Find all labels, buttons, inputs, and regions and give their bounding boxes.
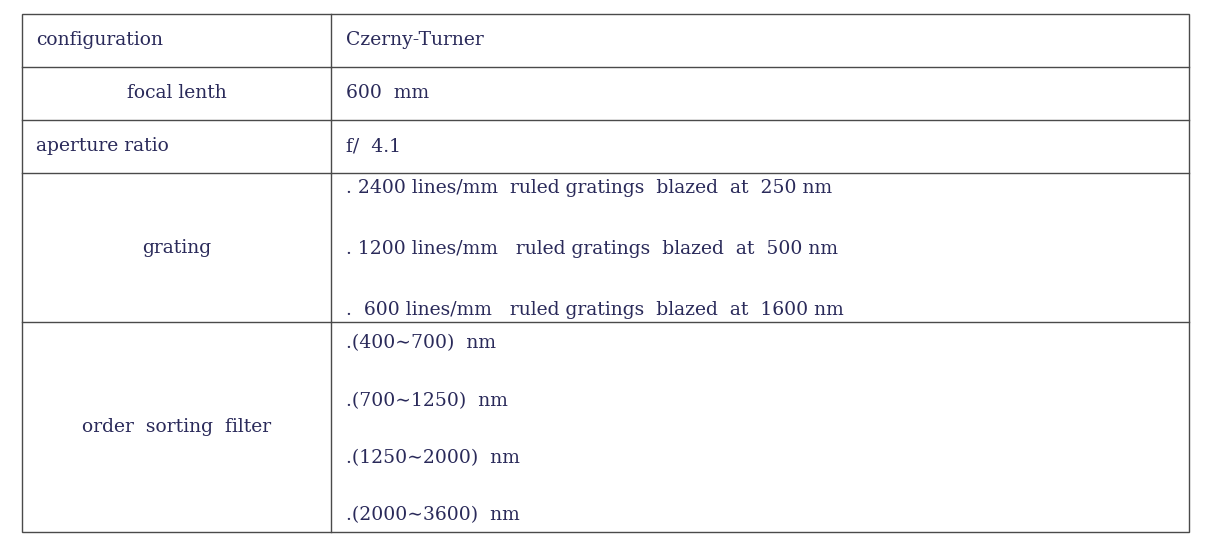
Text: .(700∼1250)  nm: .(700∼1250) nm — [345, 392, 507, 410]
Text: f/  4.1: f/ 4.1 — [345, 138, 401, 156]
Text: .(400∼700)  nm: .(400∼700) nm — [345, 335, 495, 353]
Text: configuration: configuration — [36, 31, 163, 49]
Text: aperture ratio: aperture ratio — [36, 138, 170, 156]
Text: 600  mm: 600 mm — [345, 84, 429, 102]
Text: grating: grating — [142, 239, 211, 257]
Text: .  600 lines/mm   ruled gratings  blazed  at  1600 nm: . 600 lines/mm ruled gratings blazed at … — [345, 301, 843, 319]
Text: focal lenth: focal lenth — [127, 84, 226, 102]
Text: Czerny-Turner: Czerny-Turner — [345, 31, 483, 49]
Text: .(2000∼3600)  nm: .(2000∼3600) nm — [345, 507, 520, 525]
Text: . 1200 lines/mm   ruled gratings  blazed  at  500 nm: . 1200 lines/mm ruled gratings blazed at… — [345, 240, 838, 258]
Text: order  sorting  filter: order sorting filter — [82, 418, 271, 436]
Text: . 2400 lines/mm  ruled gratings  blazed  at  250 nm: . 2400 lines/mm ruled gratings blazed at… — [345, 179, 832, 197]
Text: .(1250∼2000)  nm: .(1250∼2000) nm — [345, 449, 520, 467]
